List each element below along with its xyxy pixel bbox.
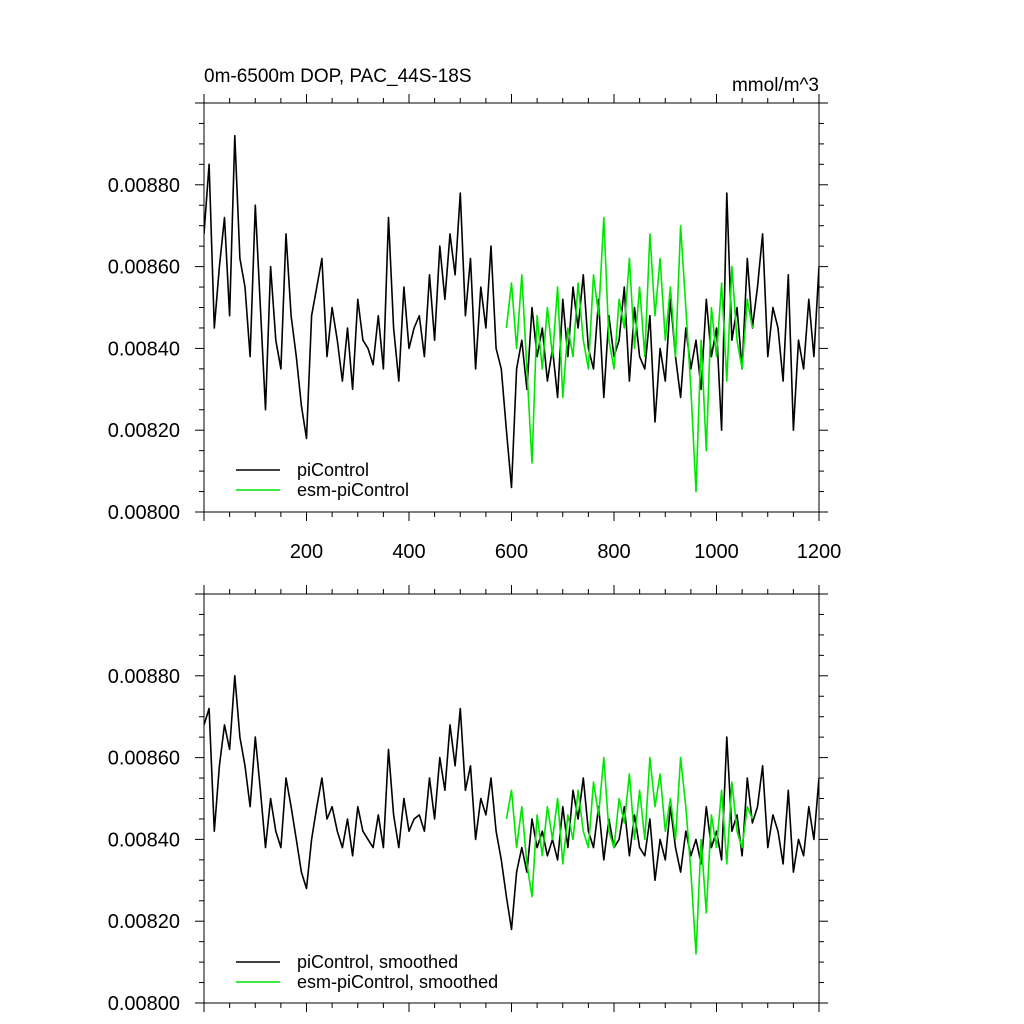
- y-tick-label: 0.00820: [108, 420, 180, 442]
- series-line-picontrol-smoothed: [204, 674, 819, 931]
- y-tick-label: 0.00800: [108, 502, 180, 524]
- legend-label: piControl: [297, 460, 369, 480]
- legend-label: esm-piControl: [297, 480, 409, 500]
- series-line-esm-picontrol: [505, 216, 754, 493]
- x-tick-label: 1000: [694, 541, 739, 563]
- y-tick-label: 0.00860: [108, 748, 180, 770]
- units-label: mmol/m^3: [732, 75, 819, 96]
- x-tick-label: 600: [495, 541, 528, 563]
- bottom-panel: 0.00800 0.00820 0.00840 0.00860 0.00880 piCon…: [108, 585, 828, 1015]
- y-tick-label: 0.00840: [108, 338, 180, 360]
- y-tick-label: 0.00860: [108, 257, 180, 279]
- x-tick-label: 1200: [797, 541, 842, 563]
- series-line-esm-picontrol-smoothed: [505, 756, 754, 955]
- y-tick-label: 0.00880: [108, 666, 180, 688]
- legend-label: piControl, smoothed: [297, 952, 458, 972]
- series-line-picontrol: [204, 134, 819, 489]
- y-tick-label: 0.00820: [108, 911, 180, 933]
- y-tick-label: 0.00840: [108, 829, 180, 851]
- chart-title: 0m-6500m DOP, PAC_44S-18S: [204, 66, 472, 87]
- y-tick-label: 0.00880: [108, 175, 180, 197]
- x-tick-label: 400: [392, 541, 425, 563]
- x-tick-label: 200: [290, 541, 323, 563]
- x-tick-label: 800: [597, 541, 630, 563]
- top-panel: 0.00800 0.00820 0.00840 0.00860 0.00880 200 40…: [108, 66, 842, 563]
- plot-frame: [203, 102, 820, 513]
- legend-label: esm-piControl, smoothed: [297, 972, 498, 992]
- y-tick-label: 0.00800: [108, 993, 180, 1015]
